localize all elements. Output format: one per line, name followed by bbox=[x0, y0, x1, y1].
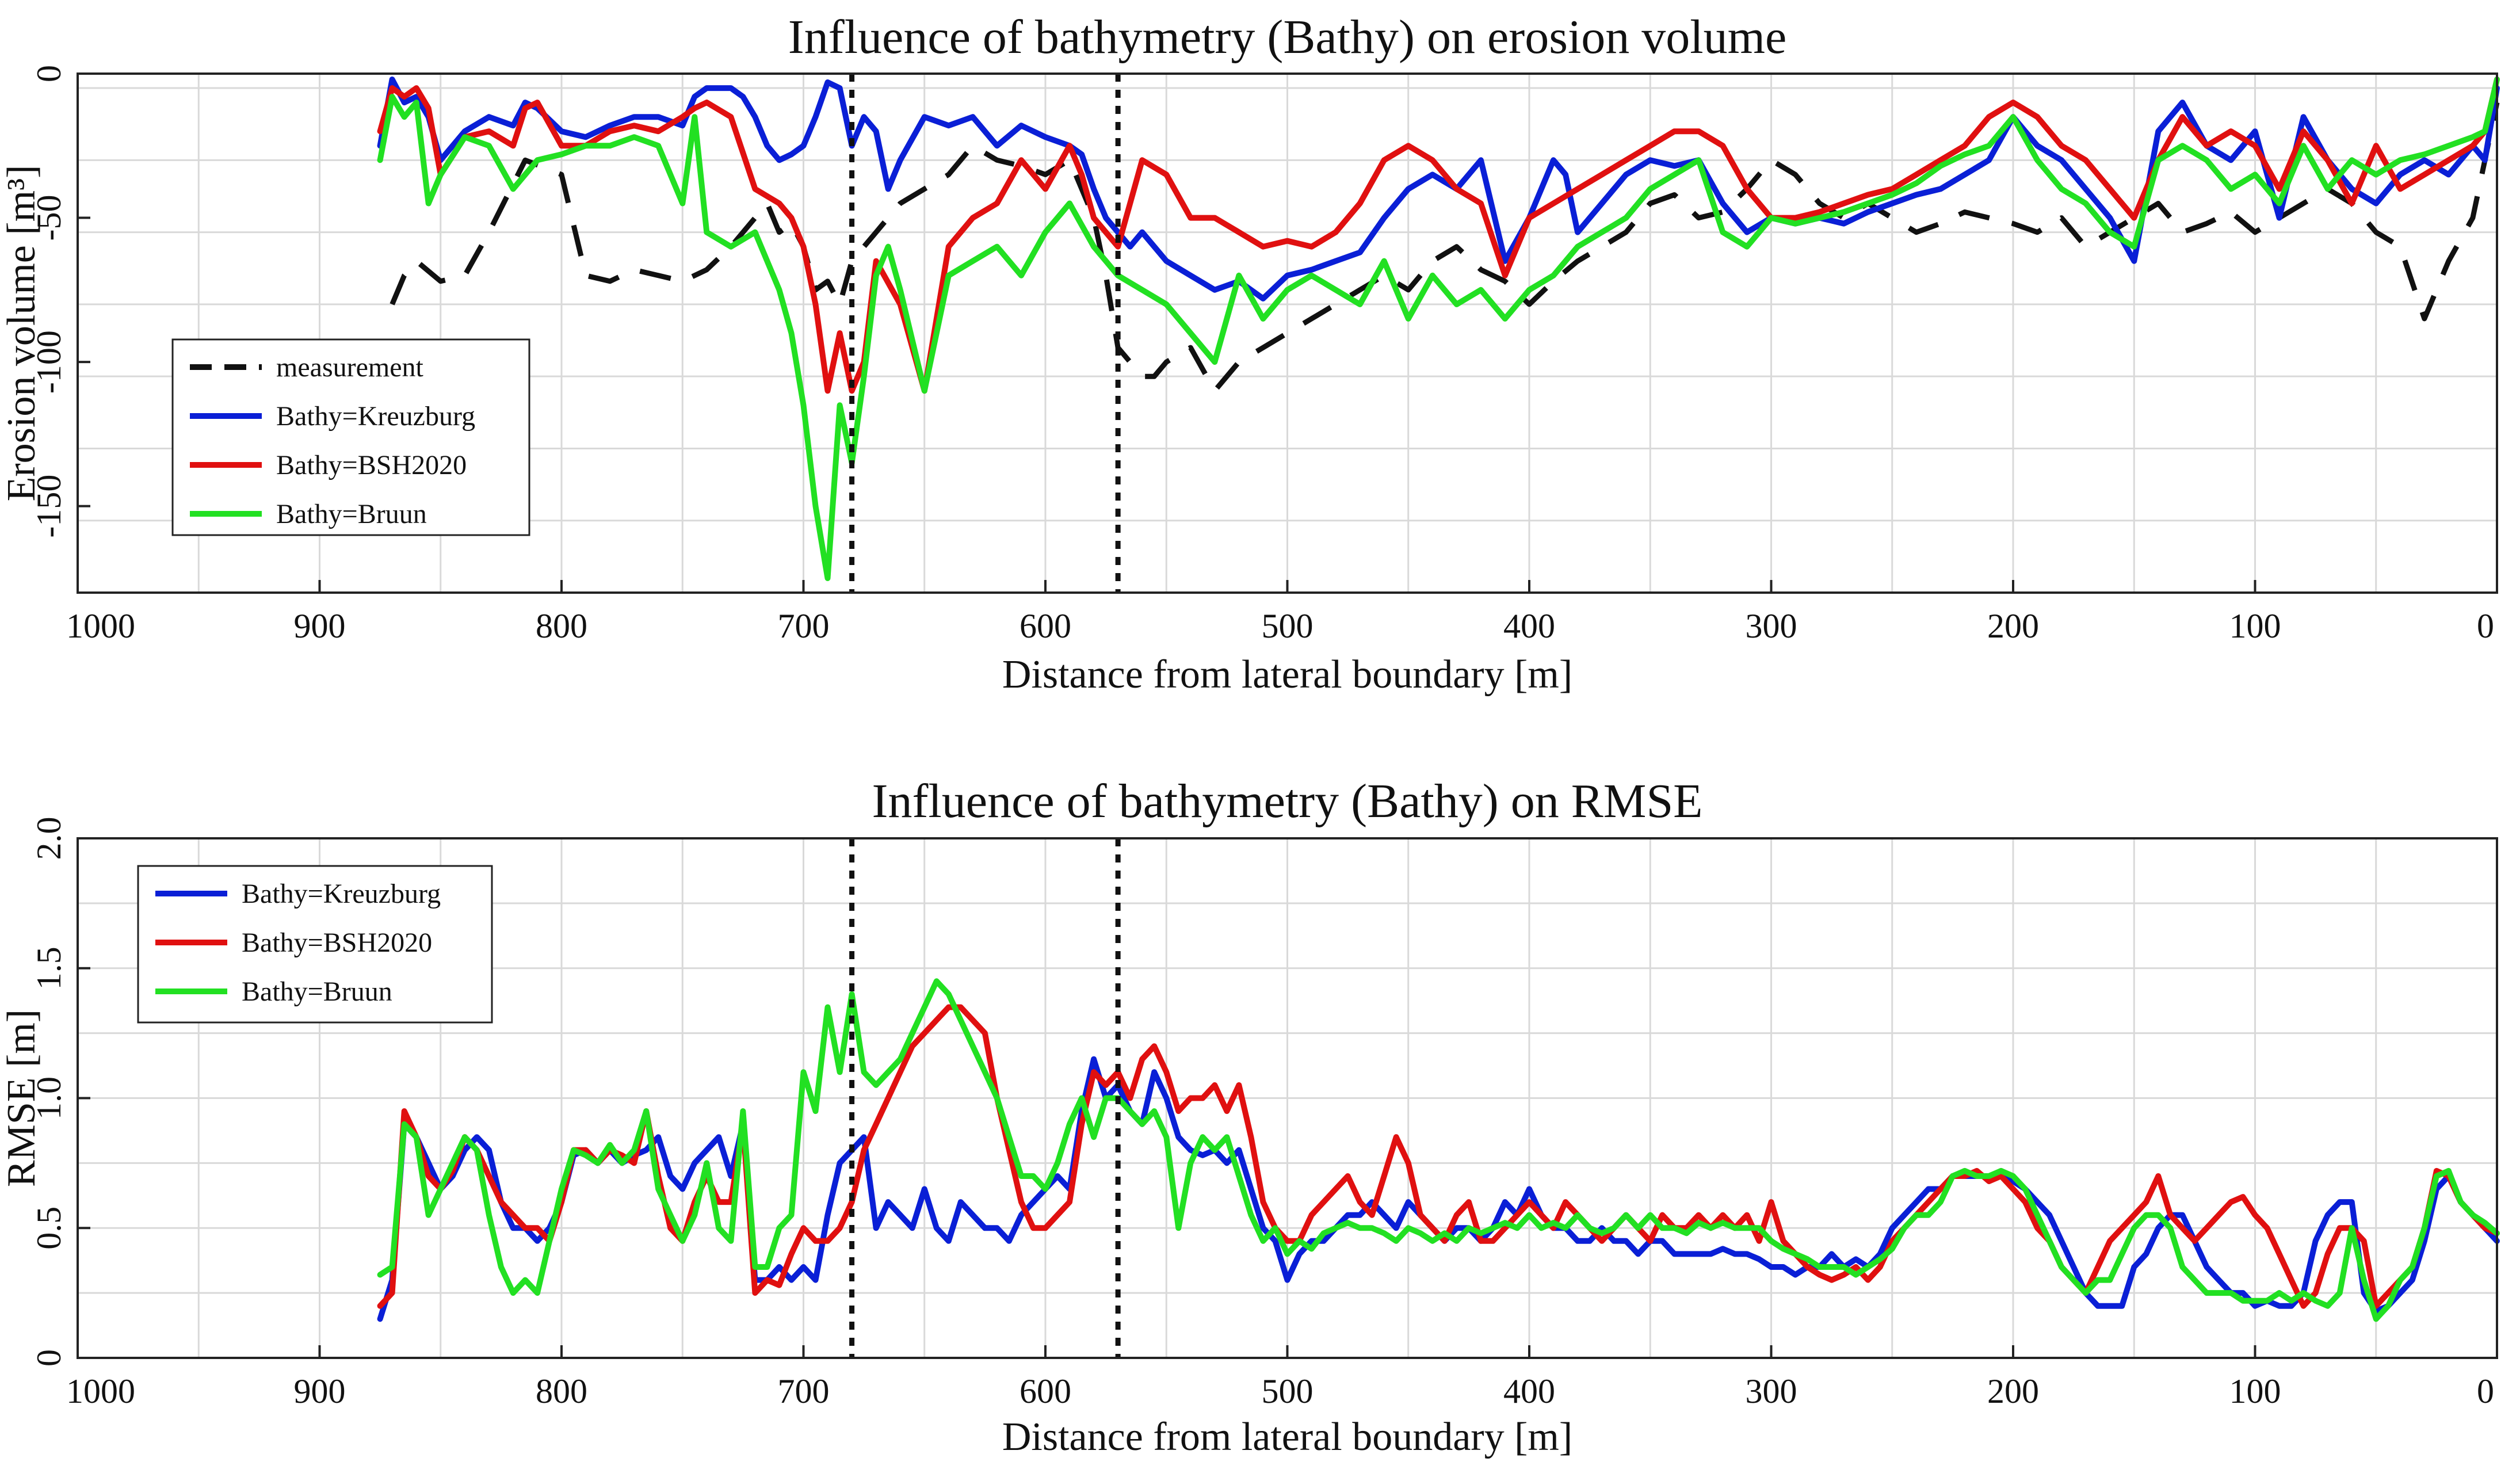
x-tick-label: 500 bbox=[1262, 607, 1314, 645]
legend-label: Bathy=Kreuzburg bbox=[242, 879, 441, 909]
series-line-bathy-bsh2020 bbox=[377, 77, 2500, 394]
x-tick-label: 900 bbox=[294, 607, 346, 645]
series-line-bathy-kreuzburg bbox=[377, 77, 2500, 301]
y-tick-label: -150 bbox=[30, 475, 68, 538]
x-tick-label: 600 bbox=[1020, 607, 1071, 645]
x-tick-label: 200 bbox=[1987, 1372, 2039, 1410]
y-tick-label: 1.5 bbox=[30, 946, 68, 990]
x-axis-label: Distance from lateral boundary [m] bbox=[1002, 1415, 1572, 1459]
y-tick-label: 0 bbox=[30, 1349, 68, 1367]
y-tick-label: 0 bbox=[30, 65, 68, 82]
y-tick-label: 0.5 bbox=[30, 1207, 68, 1250]
y-tick-label: -50 bbox=[30, 195, 68, 241]
legend-label: Bathy=Bruun bbox=[276, 499, 427, 529]
legend-label: Bathy=BSH2020 bbox=[242, 928, 432, 958]
y-tick-label: -100 bbox=[30, 330, 68, 394]
x-tick-label: 600 bbox=[1020, 1372, 1071, 1410]
x-tick-label: 400 bbox=[1503, 607, 1555, 645]
x-tick-label: 1000 bbox=[66, 1372, 135, 1410]
series-line-bathy-bruun bbox=[377, 978, 2500, 1322]
x-tick-label: 1000 bbox=[66, 607, 135, 645]
x-tick-label: 800 bbox=[536, 1372, 587, 1410]
x-tick-label: 700 bbox=[778, 1372, 830, 1410]
y-axis-label: RMSE [m] bbox=[0, 1009, 44, 1187]
x-tick-label: 0 bbox=[2477, 607, 2494, 645]
y-tick-label: 1.0 bbox=[30, 1077, 68, 1120]
x-tick-label: 100 bbox=[2229, 607, 2281, 645]
x-tick-label: 100 bbox=[2229, 1372, 2281, 1410]
chart-1: 1000 900 800 700 600 500 400 300 200 100 00-50-100… bbox=[0, 10, 2500, 697]
x-tick-label: 200 bbox=[1987, 607, 2039, 645]
chart-2: 1000 900 800 700 600 500 400 300 200 100 000.51.01… bbox=[0, 774, 2500, 1459]
x-tick-label: 900 bbox=[294, 1372, 346, 1410]
x-tick-label: 0 bbox=[2477, 1372, 2494, 1410]
plot-frame bbox=[77, 837, 2498, 1359]
legend-label: Bathy=Bruun bbox=[242, 976, 392, 1007]
x-tick-label: 700 bbox=[778, 607, 830, 645]
x-tick-label: 400 bbox=[1503, 1372, 1555, 1410]
chart-title: Influence of bathymetry (Bathy) on erosi… bbox=[788, 10, 1787, 64]
legend: Bathy=Kreuzburg Bathy=BSH2020 Bathy=Bruun bbox=[137, 865, 493, 1024]
series-line-bathy-bruun bbox=[377, 77, 2500, 581]
series-line-measurement bbox=[390, 102, 2500, 394]
x-tick-label: 300 bbox=[1746, 1372, 1797, 1410]
legend-label: Bathy=BSH2020 bbox=[276, 450, 467, 480]
chart-title: Influence of bathymetry (Bathy) on RMSE bbox=[872, 774, 1703, 828]
y-axis-label: Erosion volume [m³] bbox=[0, 165, 44, 502]
plot-frame bbox=[77, 72, 2498, 594]
legend-label: measurement bbox=[276, 352, 424, 383]
legend-box bbox=[171, 338, 530, 536]
legend-label: Bathy=Kreuzburg bbox=[276, 401, 475, 432]
x-axis-label: Distance from lateral boundary [m] bbox=[1002, 652, 1572, 697]
y-tick-label: 2.0 bbox=[30, 817, 68, 860]
legend: measurement Bathy=Kreuzburg Bathy=BSH2020 B… bbox=[171, 338, 530, 536]
x-tick-label: 500 bbox=[1262, 1372, 1314, 1410]
x-tick-label: 300 bbox=[1746, 607, 1797, 645]
x-tick-label: 800 bbox=[536, 607, 587, 645]
